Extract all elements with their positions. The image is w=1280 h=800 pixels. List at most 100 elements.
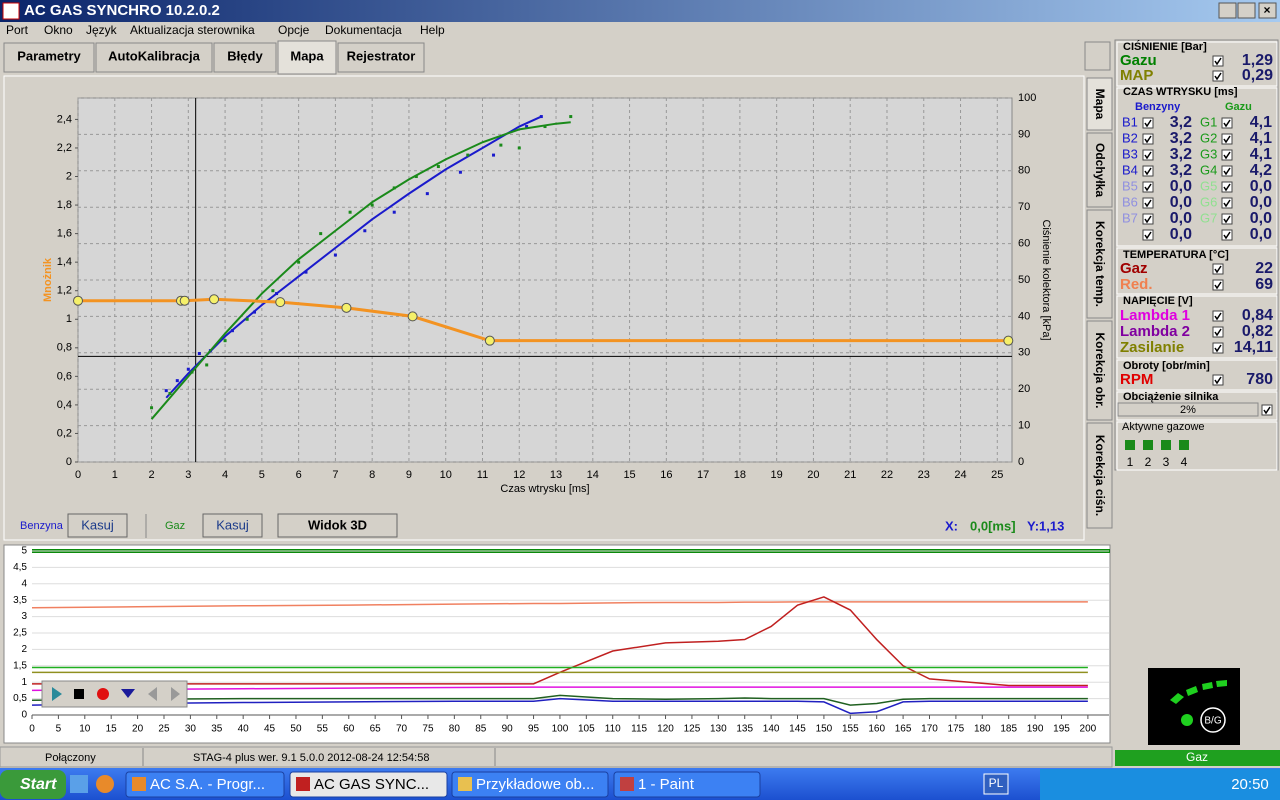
stop-button[interactable] <box>74 689 84 699</box>
checkbox[interactable] <box>1212 55 1224 67</box>
checkbox[interactable] <box>1142 133 1154 145</box>
checkbox[interactable] <box>1212 326 1224 338</box>
quick-launch[interactable] <box>96 775 114 793</box>
side-tab[interactable] <box>1086 77 1113 131</box>
checkbox[interactable] <box>1212 70 1224 82</box>
check <box>1144 167 1152 176</box>
menu-item[interactable]: Port <box>6 23 29 37</box>
checkbox[interactable] <box>1212 342 1224 354</box>
multiplier-point[interactable] <box>73 295 83 306</box>
multiplier-point[interactable] <box>1003 335 1014 346</box>
tab[interactable] <box>213 42 277 73</box>
tab[interactable] <box>277 40 337 75</box>
menu-item[interactable]: Help <box>420 23 445 37</box>
column-head: Benzyny <box>1135 101 1181 113</box>
badge-label: B/G <box>1204 716 1221 727</box>
side-tab[interactable] <box>1086 132 1113 208</box>
checkbox[interactable] <box>1221 117 1233 129</box>
checkbox[interactable] <box>1261 404 1273 416</box>
scatter-point <box>370 203 374 207</box>
checkbox[interactable] <box>1142 229 1154 241</box>
checkbox[interactable] <box>1142 197 1154 209</box>
checkbox[interactable] <box>1221 229 1233 241</box>
multiplier-point[interactable] <box>275 297 286 308</box>
button[interactable] <box>202 513 263 538</box>
checkbox[interactable] <box>1142 165 1154 177</box>
task-item[interactable] <box>289 771 448 798</box>
checkbox[interactable] <box>1221 197 1233 209</box>
tab-label: Rejestrator <box>347 48 416 63</box>
petrol-value: 0,0 <box>1170 194 1192 211</box>
multiplier-point[interactable] <box>484 335 495 346</box>
task-item[interactable] <box>451 771 609 798</box>
close-glyph: × <box>1263 3 1270 17</box>
x-tick-label: 10 <box>440 469 452 481</box>
checkbox[interactable] <box>1142 181 1154 193</box>
tray <box>1040 769 1280 800</box>
checkbox[interactable] <box>1212 279 1224 291</box>
side-button[interactable] <box>1084 41 1111 71</box>
x-tick-label: 135 <box>736 724 753 735</box>
checkbox[interactable] <box>1212 310 1224 322</box>
check <box>1144 183 1152 192</box>
task-item[interactable] <box>613 771 761 798</box>
side-tab-label: Odchyłka <box>1093 143 1107 197</box>
multiplier-point[interactable] <box>179 295 190 306</box>
menu-item[interactable]: Opcje <box>278 23 310 37</box>
tab[interactable] <box>95 42 213 73</box>
play-button[interactable] <box>52 687 62 701</box>
checkbox[interactable] <box>1221 133 1233 145</box>
menu-item[interactable]: Dokumentacja <box>325 23 402 37</box>
multiplier-point[interactable] <box>209 294 220 305</box>
checkbox[interactable] <box>1142 213 1154 225</box>
button[interactable] <box>67 513 128 538</box>
y-tick-label: 3 <box>21 611 27 622</box>
multiplier-point[interactable] <box>341 302 352 313</box>
x-tick-label: 65 <box>370 724 382 735</box>
tab-label: Parametry <box>17 48 81 63</box>
minimize[interactable] <box>1218 2 1237 19</box>
checkbox[interactable] <box>1221 213 1233 225</box>
checkbox[interactable] <box>1221 181 1233 193</box>
group-title: CZAS WTRYSKU [ms] <box>1123 86 1238 98</box>
x-tick-label: 0 <box>75 469 81 481</box>
checkbox[interactable] <box>1221 165 1233 177</box>
gas-value: 0,0 <box>1250 178 1272 195</box>
task-item[interactable] <box>125 771 285 798</box>
scatter-point <box>333 253 337 257</box>
side-tab-label: Korekcja temp. <box>1093 221 1107 307</box>
button-label: Widok 3D <box>308 517 367 532</box>
y2-tick-label: 80 <box>1018 165 1030 177</box>
gas-label: G2 <box>1200 130 1217 145</box>
close[interactable] <box>1258 2 1277 19</box>
checkbox[interactable] <box>1142 149 1154 161</box>
tab[interactable] <box>3 42 95 73</box>
menu-item[interactable]: Okno <box>44 23 73 37</box>
menu-item[interactable]: Język <box>86 23 118 37</box>
window-title: AC GAS SYNCHRO 10.2.0.2 <box>24 2 220 19</box>
multiplier-point[interactable] <box>407 311 418 322</box>
back-button[interactable] <box>148 687 157 701</box>
checkbox[interactable] <box>1221 149 1233 161</box>
x-tick-label: 25 <box>158 724 170 735</box>
x-tick-label: 70 <box>396 724 408 735</box>
check <box>1223 151 1231 160</box>
row-value: 1,29 <box>1242 52 1273 69</box>
x-tick-label: 4 <box>222 469 228 481</box>
forward-button[interactable] <box>171 687 180 701</box>
start-button[interactable] <box>0 770 66 799</box>
quick-launch[interactable] <box>70 775 88 793</box>
side-tab[interactable] <box>1086 320 1113 421</box>
checkbox[interactable] <box>1212 374 1224 386</box>
lang-box[interactable] <box>983 773 1009 795</box>
record-button[interactable] <box>97 688 109 700</box>
checkbox[interactable] <box>1142 117 1154 129</box>
checkbox[interactable] <box>1212 263 1224 275</box>
menu-item[interactable]: Aktualizacja sterownika <box>130 23 255 37</box>
side-tab[interactable] <box>1086 422 1113 529</box>
tab[interactable] <box>337 42 425 73</box>
down-button[interactable] <box>121 689 135 698</box>
side-tab[interactable] <box>1086 209 1113 319</box>
maximize[interactable] <box>1237 2 1256 19</box>
button[interactable] <box>277 513 398 538</box>
